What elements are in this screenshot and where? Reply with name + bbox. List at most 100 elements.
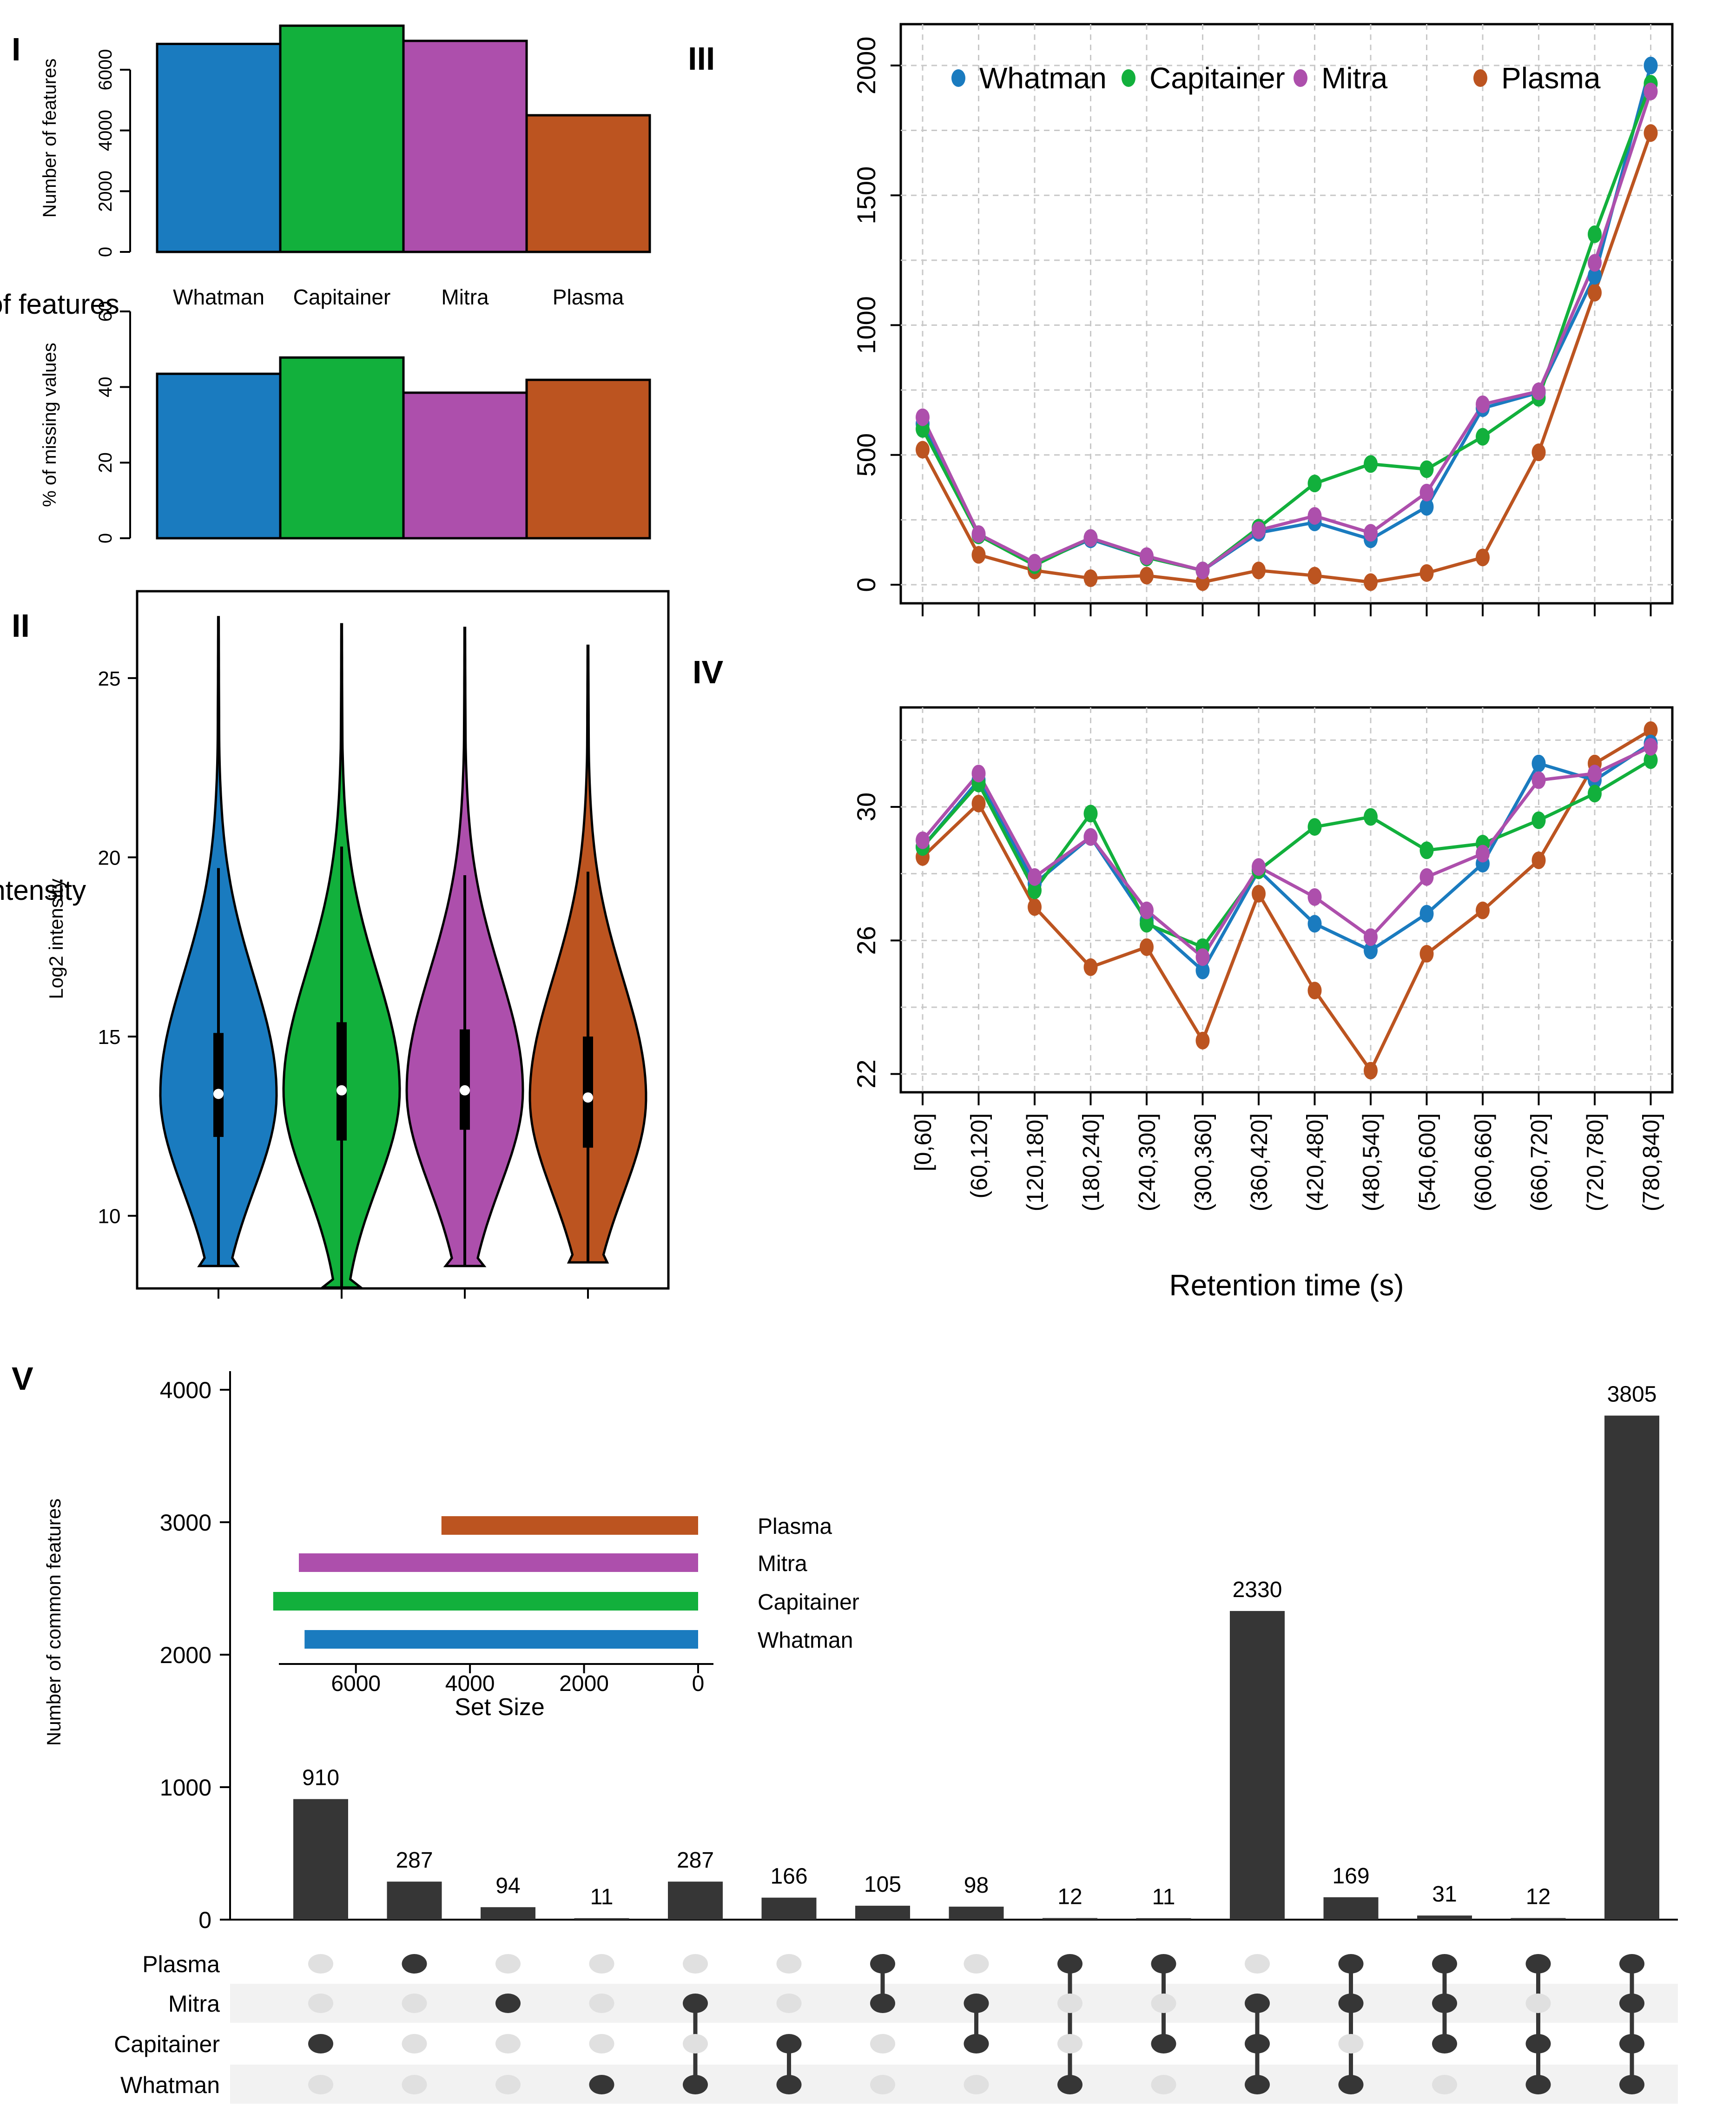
matrix-dot-inactive	[402, 1994, 427, 2013]
data-point-mitra	[1083, 828, 1098, 846]
matrix-dot-active	[964, 2034, 989, 2053]
iqr-box	[337, 1022, 347, 1141]
data-point-mitra	[1140, 901, 1154, 919]
data-point-plasma	[1476, 901, 1490, 919]
data-point-plasma	[971, 794, 986, 812]
panel-label-IV: IV	[693, 654, 723, 690]
bar-capitainer	[279, 356, 405, 540]
intersection-bar	[387, 1882, 442, 1920]
intersection-count: 3805	[1607, 1382, 1657, 1407]
data-point-plasma	[971, 546, 986, 564]
matrix-dot-active	[1619, 2075, 1644, 2094]
data-point-plasma	[1252, 561, 1266, 580]
category-label: Capitainer	[293, 285, 391, 309]
intersection-bar	[1136, 1918, 1191, 1920]
intersection-bar	[1604, 1415, 1659, 1920]
median-dot	[337, 1085, 347, 1096]
data-point-capitainer	[1364, 455, 1378, 473]
data-point-plasma	[1252, 885, 1266, 903]
intersection-count: 287	[396, 1848, 433, 1873]
legend-swatch-plasma	[1473, 69, 1487, 87]
y-tick-label: 25	[98, 667, 121, 690]
y-axis-title: % of missing values	[40, 343, 60, 507]
matrix-dot-active	[1619, 1954, 1644, 1974]
matrix-dot-active	[1057, 1954, 1083, 1974]
data-point-mitra	[1028, 554, 1042, 572]
data-point-mitra	[1307, 507, 1322, 525]
y-axis-title: Number of features	[40, 59, 60, 218]
panel-V-upset: 0 1000 2000 3000 4000 Number of common featur…	[43, 1371, 1678, 2104]
median-dot	[460, 1085, 470, 1096]
x-tick-label: (120,180]	[1022, 1113, 1048, 1211]
set-size-tick-label: 6000	[331, 1671, 381, 1696]
set-size-bar-label: Plasma	[758, 1514, 832, 1539]
series-line-capitainer	[921, 759, 1652, 949]
matrix-dot-active	[1338, 2075, 1364, 2094]
panel-III-feature-counts: 0500100015002000Number of featuresWhatma…	[0, 23, 1674, 616]
matrix-dot-inactive	[308, 1994, 333, 2013]
x-tick-label: (240,300]	[1134, 1113, 1160, 1211]
y-axis-title: Log2 intensity	[45, 878, 67, 999]
legend-label: Capitainer	[1149, 61, 1285, 95]
matrix-stripe	[230, 1984, 1678, 2023]
y-tick-label: 0	[95, 247, 116, 257]
intersection-bar	[761, 1897, 817, 1920]
bar-mitra	[402, 40, 528, 253]
x-tick-label: (600,660]	[1470, 1113, 1496, 1211]
intersection-bar	[855, 1906, 910, 1920]
y-tick-label: 40	[95, 376, 116, 397]
x-tick-label: [0,60]	[910, 1113, 936, 1171]
data-point-mitra	[1476, 395, 1490, 413]
intersection-count: 11	[1152, 1885, 1175, 1909]
matrix-dot-inactive	[870, 2034, 895, 2053]
matrix-dot-active	[964, 1994, 989, 2013]
data-point-plasma	[1644, 721, 1658, 739]
matrix-dot-active	[1525, 2075, 1551, 2094]
intersection-count: 166	[770, 1864, 807, 1889]
matrix-dot-inactive	[495, 2034, 521, 2053]
data-point-plasma	[1364, 573, 1378, 591]
matrix-dot-active	[589, 2075, 614, 2094]
y-tick-label: 1500	[851, 166, 881, 224]
legend-swatch-whatman	[951, 69, 965, 87]
x-tick-label: (660,720]	[1526, 1113, 1552, 1211]
x-tick-label: (780,840]	[1638, 1113, 1664, 1211]
set-size-title: Set Size	[455, 1694, 545, 1721]
set-size-bar-whatman	[304, 1630, 698, 1649]
data-point-mitra	[1252, 858, 1266, 876]
y-tick-label: 22	[851, 1059, 881, 1088]
category-label: Whatman	[173, 285, 264, 309]
intersection-bar	[1417, 1915, 1472, 1920]
plot-frame	[899, 706, 1674, 1094]
panel-label-III: III	[688, 40, 715, 77]
intersection-bar	[949, 1907, 1004, 1920]
data-point-mitra	[1364, 928, 1378, 946]
intersection-bar	[574, 1918, 629, 1920]
data-point-mitra	[1476, 845, 1490, 863]
panel-label-V: V	[12, 1360, 33, 1397]
data-point-plasma	[1307, 982, 1322, 1000]
x-tick-label: (720,780]	[1582, 1113, 1608, 1211]
matrix-dot-inactive	[589, 1994, 614, 2013]
data-point-plasma	[1307, 567, 1322, 585]
matrix-dot-active	[1151, 1954, 1176, 1974]
data-point-plasma	[1195, 1031, 1210, 1050]
data-point-plasma	[1140, 567, 1154, 585]
bar-whatman	[156, 372, 282, 540]
data-point-plasma	[1140, 938, 1154, 956]
y-tick-label: 10	[98, 1205, 121, 1228]
intersection-count: 2330	[1233, 1578, 1282, 1602]
series-line-mitra	[921, 745, 1652, 960]
y-tick-label: 3000	[160, 1510, 211, 1536]
matrix-dot-active	[1525, 1954, 1551, 1974]
data-point-capitainer	[1531, 811, 1546, 829]
data-point-whatman	[1419, 905, 1434, 923]
iqr-box	[213, 1033, 224, 1137]
data-point-mitra	[1140, 547, 1154, 565]
data-point-plasma	[1644, 124, 1658, 142]
x-tick-label: (300,360]	[1190, 1113, 1216, 1211]
matrix-dot-active	[1619, 1994, 1644, 2013]
matrix-dot-active	[776, 2034, 802, 2053]
matrix-dot-inactive	[589, 2034, 614, 2053]
matrix-dot-active	[495, 1994, 521, 2013]
